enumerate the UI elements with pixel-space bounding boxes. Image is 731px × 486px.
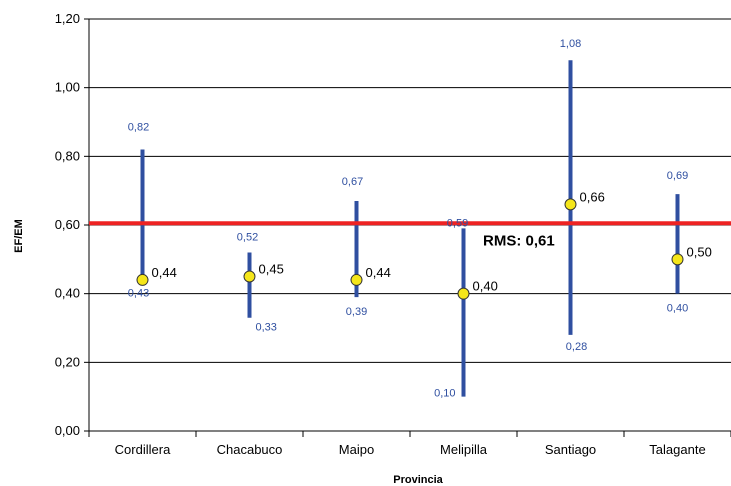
- mean-label: 0,44: [152, 265, 177, 280]
- max-label: 0,59: [447, 217, 468, 229]
- x-tick-label: Talagante: [649, 442, 705, 457]
- range-bars: [140, 60, 680, 397]
- mean-label: 0,44: [366, 265, 391, 280]
- min-label: 0,43: [128, 287, 149, 299]
- max-label: 1,08: [560, 38, 581, 50]
- mean-point: [564, 198, 577, 211]
- y-tick-label: 0,60: [55, 217, 80, 232]
- mean-point: [457, 287, 470, 300]
- max-label: 0,82: [128, 121, 149, 133]
- max-label: 0,69: [667, 170, 688, 182]
- mean-points: [136, 198, 684, 300]
- x-axis-label: Provincia: [393, 474, 443, 486]
- x-tick-label: Maipo: [339, 442, 374, 457]
- mean-point: [671, 253, 684, 266]
- x-tick-label: Melipilla: [440, 442, 488, 457]
- mean-label: 0,66: [580, 189, 605, 204]
- mean-point: [243, 270, 256, 283]
- y-tick-label: 0,20: [55, 354, 80, 369]
- max-label: 0,67: [342, 176, 363, 188]
- mean-label: 0,40: [473, 279, 498, 294]
- data-labels: 0,82 0,43 0,52 0,33 0,67 0,39 0,59 0,10 1,08 0,28…: [128, 38, 712, 399]
- y-axis-label: EF/EM: [13, 219, 25, 253]
- y-tick-label: 1,20: [55, 11, 80, 26]
- y-tick-label: 0,00: [55, 423, 80, 438]
- mean-label: 0,50: [687, 244, 712, 259]
- y-tick-label: 1,00: [55, 80, 80, 95]
- min-label: 0,39: [346, 306, 367, 318]
- x-axis-ticks: Cordillera Chacabuco Maipo Melipilla Santiag…: [88, 431, 731, 457]
- min-label: 0,28: [566, 341, 587, 353]
- x-tick-label: Cordillera: [115, 442, 171, 457]
- min-label: 0,33: [256, 322, 277, 334]
- x-tick-label: Chacabuco: [217, 442, 283, 457]
- mean-point: [136, 273, 149, 286]
- mean-point: [350, 273, 363, 286]
- min-label: 0,40: [667, 303, 688, 315]
- rms-label: RMS: 0,61: [483, 232, 555, 249]
- y-tick-label: 0,80: [55, 148, 80, 163]
- y-axis-ticks: 0,00 0,20 0,40 0,60 0,80 1,00 1,20: [55, 11, 89, 438]
- min-label: 0,10: [434, 388, 455, 400]
- mean-label: 0,45: [259, 262, 284, 277]
- x-tick-label: Santiago: [545, 442, 596, 457]
- y-tick-label: 0,40: [55, 286, 80, 301]
- gridlines: [89, 18, 731, 363]
- max-label: 0,52: [237, 231, 258, 243]
